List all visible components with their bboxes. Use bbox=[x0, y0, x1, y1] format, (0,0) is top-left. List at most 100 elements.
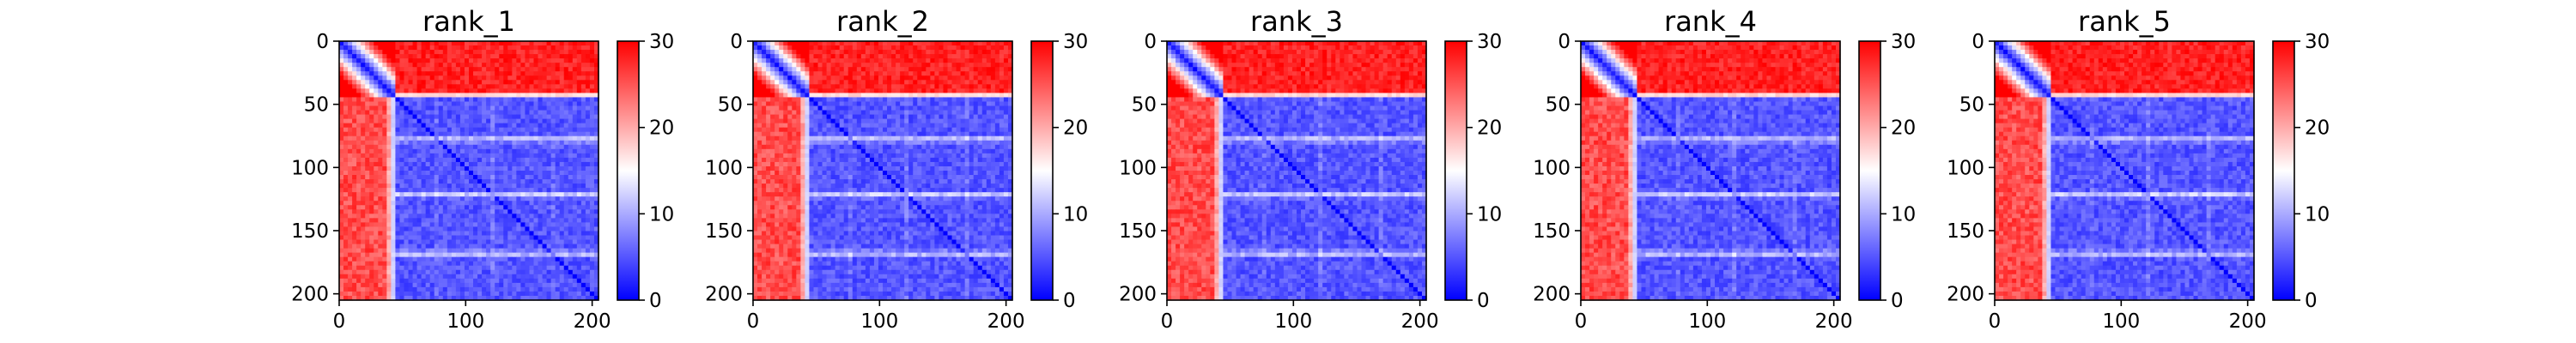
heatmap-cell bbox=[969, 80, 975, 85]
heatmap-cell bbox=[425, 286, 431, 292]
heatmap-cell bbox=[917, 67, 922, 72]
heatmap-cell bbox=[550, 235, 556, 241]
heatmap-cell bbox=[787, 127, 793, 133]
heatmap-cell bbox=[361, 171, 366, 176]
heatmap-cell bbox=[994, 50, 1000, 55]
heatmap-cell bbox=[981, 114, 987, 120]
heatmap-cell bbox=[766, 123, 771, 129]
heatmap-cell bbox=[542, 63, 548, 68]
heatmap-cell bbox=[865, 97, 871, 103]
heatmap-cell bbox=[348, 286, 353, 292]
heatmap-cell bbox=[525, 88, 531, 93]
heatmap-cell bbox=[917, 50, 922, 55]
heatmap-cell bbox=[404, 63, 410, 68]
heatmap-cell bbox=[365, 291, 370, 297]
heatmap-cell bbox=[538, 248, 544, 254]
heatmap-cell bbox=[361, 214, 366, 219]
heatmap-cell bbox=[459, 63, 465, 68]
heatmap-cell bbox=[503, 71, 508, 76]
heatmap-cell bbox=[964, 88, 970, 93]
heatmap-cell bbox=[339, 252, 344, 258]
heatmap-cell bbox=[438, 171, 444, 176]
heatmap-cell bbox=[425, 226, 431, 232]
heatmap-cell bbox=[395, 184, 401, 189]
heatmap-cell bbox=[865, 41, 871, 46]
heatmap-cell bbox=[921, 63, 927, 68]
heatmap-cell bbox=[559, 184, 565, 189]
heatmap-cell bbox=[386, 222, 392, 228]
heatmap-cell bbox=[865, 93, 871, 99]
heatmap-cell bbox=[464, 218, 470, 223]
heatmap-cell bbox=[361, 123, 366, 129]
heatmap-cell bbox=[572, 135, 578, 141]
heatmap-cell bbox=[412, 175, 418, 180]
heatmap-cell bbox=[421, 209, 427, 214]
heatmap-cell bbox=[589, 226, 595, 232]
heatmap-cell bbox=[469, 184, 474, 189]
heatmap-cell bbox=[507, 114, 513, 120]
heatmap-cell bbox=[529, 214, 535, 219]
heatmap-cell bbox=[352, 179, 357, 184]
heatmap-cell bbox=[576, 269, 582, 275]
heatmap-cell bbox=[451, 171, 457, 176]
heatmap-cell bbox=[451, 286, 457, 292]
heatmap-cell bbox=[507, 231, 513, 237]
heatmap-cell bbox=[464, 80, 470, 85]
heatmap-cell bbox=[546, 123, 552, 129]
heatmap-cell bbox=[792, 71, 797, 76]
heatmap-cell bbox=[563, 114, 569, 120]
heatmap-cell bbox=[512, 131, 517, 137]
heatmap-cell bbox=[542, 239, 548, 245]
heatmap-cell bbox=[438, 131, 444, 137]
heatmap-cell bbox=[395, 239, 401, 245]
heatmap-cell bbox=[873, 71, 879, 76]
heatmap-cell bbox=[395, 278, 401, 284]
heatmap-cell bbox=[555, 71, 561, 76]
heatmap-cell bbox=[442, 84, 448, 89]
heatmap-cell bbox=[412, 105, 418, 111]
heatmap-cell bbox=[339, 269, 344, 275]
heatmap-cell bbox=[1003, 97, 1009, 103]
heatmap-cell bbox=[348, 58, 353, 63]
heatmap-cell bbox=[516, 105, 521, 111]
heatmap-cell bbox=[525, 157, 531, 163]
heatmap-cell bbox=[593, 84, 599, 89]
heatmap-cell bbox=[546, 114, 552, 120]
heatmap-cell bbox=[459, 50, 465, 55]
heatmap-cell bbox=[516, 148, 521, 154]
heatmap-cell bbox=[339, 110, 344, 116]
heatmap-cell bbox=[408, 58, 414, 63]
heatmap-cell bbox=[455, 80, 461, 85]
heatmap-cell bbox=[386, 171, 392, 176]
heatmap-cell bbox=[438, 231, 444, 237]
heatmap-cell bbox=[589, 88, 595, 93]
heatmap-cell bbox=[438, 140, 444, 146]
heatmap-cell bbox=[503, 54, 508, 59]
heatmap-cell bbox=[542, 171, 548, 176]
heatmap-cell bbox=[917, 131, 922, 137]
heatmap-cell bbox=[563, 105, 569, 111]
heatmap-cell bbox=[408, 123, 414, 129]
heatmap-cell bbox=[374, 188, 379, 193]
heatmap-cell bbox=[503, 179, 508, 184]
heatmap-cell bbox=[585, 71, 591, 76]
heatmap-cell bbox=[343, 265, 349, 271]
heatmap-cell bbox=[555, 226, 561, 232]
heatmap-cell bbox=[939, 127, 945, 133]
heatmap-cell bbox=[421, 123, 427, 129]
heatmap-cell bbox=[352, 165, 357, 172]
heatmap-cell bbox=[374, 244, 379, 250]
heatmap-cell bbox=[386, 114, 392, 120]
heatmap-cell bbox=[469, 97, 474, 103]
heatmap-cell bbox=[956, 110, 962, 116]
heatmap-cell bbox=[783, 131, 788, 137]
heatmap-cell bbox=[572, 196, 578, 202]
heatmap-cell bbox=[412, 231, 418, 237]
heatmap-cell bbox=[361, 226, 366, 232]
heatmap-cell bbox=[507, 88, 513, 93]
heatmap-cell bbox=[490, 41, 495, 46]
heatmap-cell bbox=[399, 184, 405, 189]
heatmap-cell bbox=[499, 175, 504, 180]
heatmap-cell bbox=[550, 84, 556, 89]
heatmap-cell bbox=[529, 97, 535, 103]
